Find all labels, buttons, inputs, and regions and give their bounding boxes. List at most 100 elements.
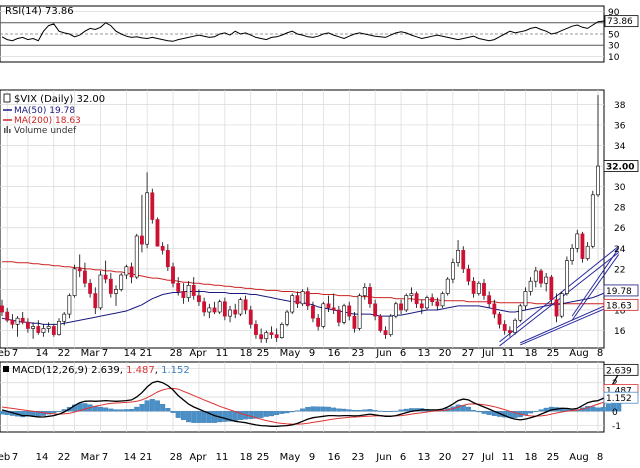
price-tick-label: 26 — [614, 224, 626, 234]
candle-body — [305, 291, 310, 307]
date-label-top: 22 — [58, 348, 71, 359]
candle-body — [425, 297, 429, 309]
candle-body — [108, 278, 113, 294]
candle-body — [119, 274, 124, 290]
macd-histogram-bar — [108, 408, 114, 412]
macd-line — [1, 373, 620, 427]
candle-body — [134, 235, 139, 278]
rsi-legend: RSI(14) 73.86 — [5, 6, 74, 17]
close-price-tag-box — [603, 160, 639, 172]
candle-body — [295, 295, 300, 305]
candle-body — [228, 309, 232, 317]
macd-histogram-bar — [248, 411, 254, 420]
price-tick-label: 30 — [614, 183, 626, 193]
candle-body — [207, 307, 212, 313]
date-label-bottom: 28 — [170, 452, 183, 463]
candle-body — [311, 305, 315, 319]
date-label-bottom: 16 — [328, 452, 341, 463]
macd-histogram-bar — [388, 411, 394, 412]
date-label-top: 7 — [102, 348, 108, 359]
date-label-bottom: May — [280, 452, 301, 463]
macd-histogram-bar — [393, 410, 399, 412]
candle-body — [233, 309, 238, 315]
candle-body — [471, 280, 476, 294]
date-label-bottom: Jun — [375, 452, 392, 463]
macd-legend-swatch — [3, 366, 9, 372]
macd-histogram-bar — [186, 411, 192, 423]
candle-body — [197, 295, 201, 303]
rsi-current-tag: 73.86 — [607, 17, 633, 27]
date-label-bottom: Apr — [189, 452, 207, 463]
date-label-bottom: 13 — [418, 452, 431, 463]
candle-body — [580, 233, 585, 259]
date-label-top: 20 — [439, 348, 452, 359]
macd-histogram-bar — [175, 411, 181, 418]
date-label-top: 27 — [462, 348, 475, 359]
candle-body — [368, 287, 372, 305]
candle-body — [554, 299, 559, 317]
candle-body — [393, 303, 398, 317]
macd-histogram-bar — [331, 407, 337, 412]
date-label-bottom: 21 — [140, 452, 153, 463]
candle-body — [145, 192, 150, 245]
macd-histogram-bar — [310, 406, 316, 412]
ma200-legend-label: MA(200) — [14, 116, 52, 126]
signal-value-tag: 1.487 — [606, 387, 632, 397]
candle-body — [176, 282, 181, 292]
candle-body — [414, 293, 419, 305]
candle-body — [528, 280, 533, 292]
candle-body — [114, 289, 118, 294]
macd-histogram-bar — [481, 411, 487, 414]
candle-body — [492, 303, 497, 315]
candle-body — [399, 303, 403, 311]
macd-histogram-bar — [129, 408, 135, 412]
date-label-top: 18 — [525, 348, 538, 359]
candle-body — [254, 324, 258, 335]
macd-histogram-bar — [212, 411, 217, 423]
candle-body — [181, 291, 186, 298]
macd-histogram-bar — [279, 411, 285, 414]
date-label-bottom: Mar — [81, 452, 101, 463]
date-label-bottom: 22 — [58, 452, 71, 463]
candle-body — [466, 268, 471, 282]
date-label-top: 14 — [36, 348, 49, 359]
ma50-line — [1, 291, 609, 325]
rsi-current-tag-box — [604, 15, 639, 28]
histogram-value-tag: 1.152 — [606, 394, 632, 404]
rsi-value: 73.86 — [45, 6, 74, 17]
macd-histogram-bar — [134, 406, 140, 412]
candle-body — [243, 299, 248, 311]
macd-histogram-bar — [51, 411, 57, 414]
candle-body — [150, 192, 155, 220]
macd-histogram-bar — [25, 411, 31, 417]
rsi-line — [1, 20, 614, 42]
macd-histogram-bar — [258, 411, 264, 418]
candle-body — [419, 303, 424, 309]
date-label-bottom: 23 — [352, 452, 365, 463]
macd-histogram-bar — [320, 406, 326, 412]
candle-body — [238, 299, 243, 315]
candle-body — [285, 311, 289, 325]
price-tick-label: 24 — [614, 245, 626, 255]
macd-histogram-bar — [253, 411, 259, 419]
macd-histogram-bar — [605, 403, 611, 412]
candle-body — [26, 322, 30, 329]
candle-body — [160, 245, 165, 251]
candle-body — [342, 305, 346, 323]
candle-body — [502, 324, 507, 331]
candle-body — [0, 305, 4, 313]
candle-body — [248, 309, 253, 325]
candle-body — [575, 233, 580, 249]
histogram-value-tag-box — [603, 391, 639, 404]
date-label-bottom: Jul — [481, 452, 494, 463]
ma50-legend: MA(50) 19.78 — [14, 106, 75, 116]
macd-histogram-bar — [595, 407, 601, 412]
macd-tick-label: 0 — [612, 408, 618, 418]
macd-legend-text: MACD(12,26,9) 2.639, 1.487, 1.152 — [12, 365, 190, 376]
macd-histogram-bar — [346, 409, 352, 412]
macd-histogram-bar — [103, 407, 109, 412]
candle-body — [259, 334, 264, 340]
date-label-top: Aug — [569, 348, 589, 359]
candle-body — [222, 301, 227, 317]
